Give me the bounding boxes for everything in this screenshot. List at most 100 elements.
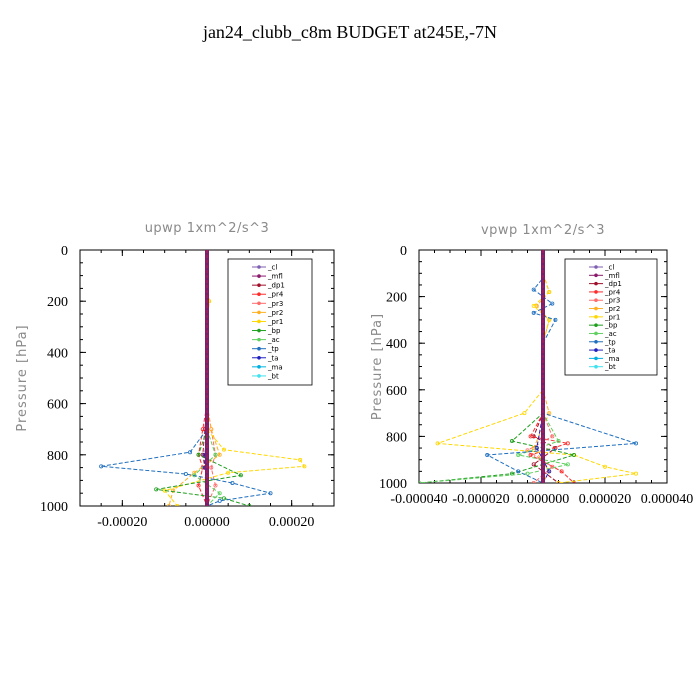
legend-marker — [594, 356, 598, 361]
legend-label: _mfl — [604, 272, 620, 280]
legend-marker — [594, 273, 598, 278]
series-point — [217, 491, 222, 496]
series-point — [419, 481, 421, 483]
series-point — [528, 453, 533, 458]
series-point — [572, 453, 577, 458]
series-point — [175, 504, 180, 506]
y-axis-label: Pressure [hPa] — [15, 324, 30, 431]
legend-label: _pr4 — [267, 291, 284, 299]
series-point — [154, 487, 159, 492]
y-tick-label: 200 — [386, 291, 407, 306]
series-point — [435, 441, 440, 446]
series-line-pr1 — [437, 250, 637, 483]
legend-marker — [594, 290, 598, 294]
series-point — [531, 462, 536, 467]
series-group — [99, 250, 307, 506]
legend-label: _bt — [604, 363, 616, 371]
legend-marker — [594, 348, 598, 352]
series-point — [268, 491, 273, 496]
legend-label: _pr3 — [604, 297, 620, 305]
legend-marker — [594, 323, 598, 327]
legend-marker — [257, 310, 261, 315]
series-point — [485, 453, 490, 458]
y-axis-label: Pressure [hPa] — [370, 313, 385, 420]
series-point — [213, 452, 218, 457]
legend-marker — [257, 319, 261, 324]
y-tick-label: 200 — [47, 295, 68, 310]
series-point — [528, 434, 533, 439]
series-point — [522, 411, 527, 416]
legend-marker — [257, 337, 261, 342]
x-tick-label: -0.00020 — [97, 515, 147, 530]
legend-marker — [257, 365, 261, 369]
series-point — [183, 471, 188, 476]
series-point — [547, 289, 552, 294]
legend-marker — [594, 298, 598, 303]
legend-label: _bp — [267, 327, 281, 335]
series-point — [550, 464, 555, 469]
legend-marker — [594, 281, 598, 286]
legend-marker — [257, 328, 261, 333]
legend-marker — [594, 331, 598, 336]
legend-label: _bp — [604, 322, 618, 330]
series-point — [634, 471, 639, 476]
legend-marker — [257, 374, 261, 378]
series-point — [298, 457, 303, 462]
series-line-tp — [101, 250, 271, 506]
chart-panel-2: vpwp 1xm^2/s^3 Pressure [hPa] 0 200 400 600 80… — [370, 223, 693, 507]
legend-label: _bt — [267, 372, 279, 380]
legend-label: _ma — [267, 363, 283, 371]
series-point — [556, 481, 561, 483]
series-point — [634, 441, 639, 446]
legend-marker — [257, 265, 261, 269]
legend-label: _pr3 — [267, 300, 283, 308]
legend-label: _dp1 — [604, 280, 622, 288]
legend-label: _cl — [604, 264, 614, 272]
x-tick-label: 0.000000 — [517, 492, 570, 507]
legend-label: _tp — [604, 338, 616, 346]
legend-marker — [257, 355, 261, 360]
series-point — [565, 462, 570, 467]
x-tick-label: 0.000020 — [579, 492, 632, 507]
series-point — [196, 483, 201, 488]
legend-box — [227, 258, 313, 386]
series-point — [166, 504, 171, 506]
y-tick-label: 0 — [61, 244, 68, 259]
series-point — [516, 469, 521, 474]
y-tick-label: 400 — [47, 346, 68, 361]
series-point — [221, 447, 226, 452]
legend-marker — [257, 346, 261, 351]
y-tick-label: 400 — [386, 337, 407, 352]
legend: _cl_mfl_dp1_pr4_pr3_pr2_pr1_bp_ac_tp_ta_… — [227, 258, 313, 386]
series-point — [217, 452, 222, 457]
series-point — [531, 481, 536, 483]
series-point — [247, 504, 252, 506]
x-tick-label: 0.00000 — [184, 515, 230, 530]
legend-label: _pr2 — [267, 309, 283, 317]
legend-marker — [594, 265, 598, 269]
series-point — [99, 464, 104, 469]
legend-label: _dp1 — [267, 282, 285, 290]
series-point — [238, 473, 243, 478]
page-title: jan24_clubb_c8m BUDGET at245E,-7N — [202, 22, 498, 42]
x-tick-label: 0.00020 — [269, 515, 315, 530]
legend-label: _tp — [267, 345, 279, 353]
chart-title: upwp 1xm^2/s^3 — [145, 221, 270, 236]
series-point — [226, 470, 231, 475]
legend-label: _mfl — [267, 273, 283, 281]
series-point — [516, 453, 521, 458]
series-group — [419, 250, 639, 483]
series-point — [213, 483, 218, 488]
series-point — [550, 301, 555, 306]
series-point — [188, 450, 193, 455]
legend-marker — [257, 274, 261, 278]
series-point — [565, 441, 570, 446]
series-point — [534, 446, 539, 451]
legend-marker — [594, 315, 598, 319]
legend-marker — [257, 301, 261, 306]
series-line-pr3 — [526, 250, 554, 483]
series-point — [209, 465, 214, 470]
legend-label: _ma — [604, 355, 620, 363]
series-point — [550, 434, 555, 439]
